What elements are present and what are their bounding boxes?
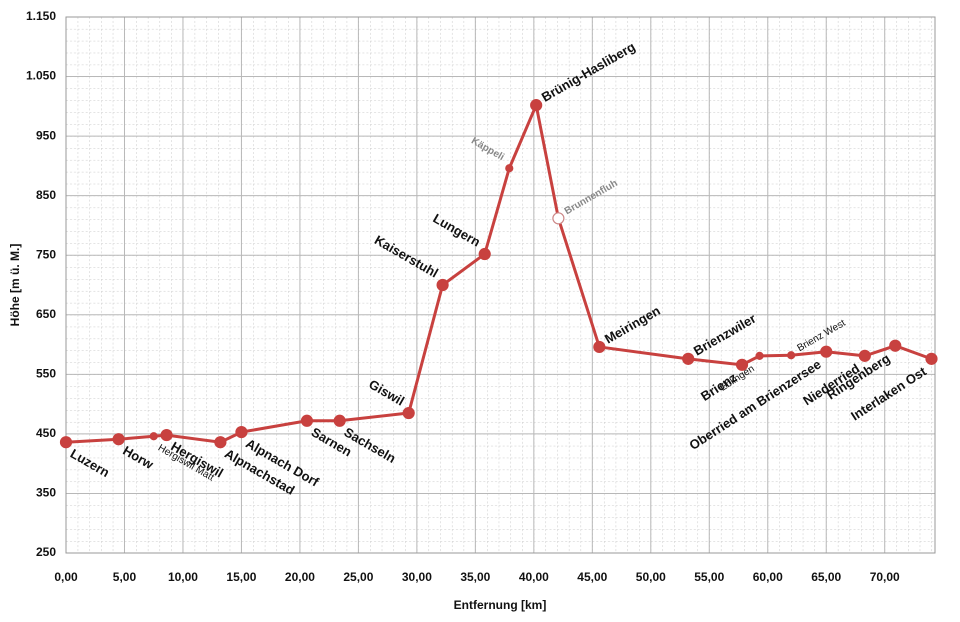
point [160,428,173,442]
point [478,247,491,261]
point [436,278,449,292]
point [552,212,565,225]
x-tick-label: 60,00 [753,570,783,584]
y-tick-label: 1.050 [26,69,56,83]
point [59,436,73,449]
x-tick-label: 15,00 [226,570,256,584]
point [149,432,158,441]
x-tick-label: 40,00 [519,570,549,584]
point [333,414,346,427]
point [755,351,764,360]
point [682,352,695,365]
x-tick-label: 35,00 [460,570,490,584]
point [112,433,125,446]
point [735,358,749,371]
point [787,351,796,360]
x-tick-label: 10,00 [168,570,198,584]
point [858,349,871,362]
point [214,436,227,449]
y-axis-title: Höhe [m ü. M.] [8,244,22,327]
point [820,345,833,358]
x-tick-label: 50,00 [636,570,666,584]
point [505,164,514,173]
point [300,414,314,427]
point [593,340,606,354]
y-tick-label: 1.150 [26,9,56,23]
x-tick-label: 25,00 [343,570,373,584]
y-tick-label: 350 [36,486,56,500]
point [235,426,248,439]
plot-frame [65,16,936,554]
minor-grid [66,17,935,553]
point [889,339,902,352]
x-tick-label: 0,00 [54,570,78,584]
x-axis-title: Entfernung [km] [454,598,547,612]
x-tick-label: 65,00 [811,570,841,584]
x-tick-label: 70,00 [870,570,900,584]
point [402,406,415,420]
x-tick-label: 45,00 [577,570,607,584]
y-tick-label: 250 [36,545,56,559]
point [530,99,543,112]
y-tick-label: 850 [36,188,56,202]
x-tick-label: 5,00 [113,570,137,584]
y-tick-label: 750 [36,247,56,261]
x-tick-label: 30,00 [402,570,432,584]
y-tick-label: 450 [36,426,56,440]
y-tick-label: 550 [36,367,56,381]
x-tick-label: 55,00 [694,570,724,584]
y-tick-label: 950 [36,128,56,142]
point [925,352,938,365]
x-tick-label: 20,00 [285,570,315,584]
y-tick-label: 650 [36,307,56,321]
